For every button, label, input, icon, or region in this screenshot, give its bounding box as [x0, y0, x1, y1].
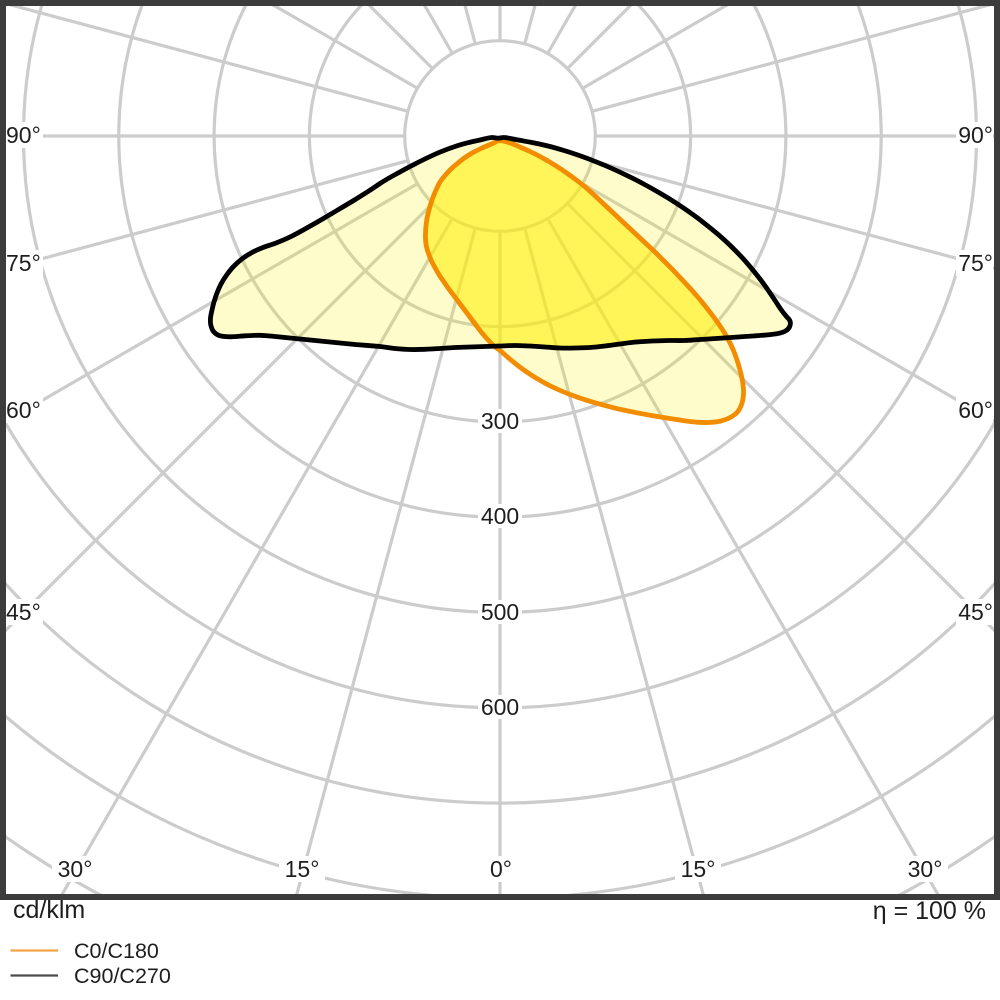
svg-text:75°: 75°	[958, 250, 993, 276]
svg-text:90°: 90°	[958, 122, 993, 148]
svg-text:45°: 45°	[6, 599, 41, 625]
svg-text:45°: 45°	[958, 599, 993, 625]
svg-text:75°: 75°	[6, 250, 41, 276]
svg-text:C90/C270: C90/C270	[74, 964, 171, 988]
svg-text:η = 100 %: η = 100 %	[873, 897, 986, 925]
svg-text:90°: 90°	[6, 122, 41, 148]
svg-text:cd/klm: cd/klm	[13, 896, 85, 924]
svg-text:30°: 30°	[908, 856, 943, 882]
svg-text:60°: 60°	[6, 397, 41, 423]
svg-text:15°: 15°	[285, 856, 320, 882]
svg-text:300: 300	[481, 408, 519, 434]
svg-text:60°: 60°	[958, 397, 993, 423]
svg-text:30°: 30°	[58, 856, 93, 882]
svg-text:400: 400	[481, 503, 519, 529]
svg-text:600: 600	[481, 694, 519, 720]
svg-text:0°: 0°	[490, 856, 512, 882]
svg-text:15°: 15°	[681, 856, 716, 882]
svg-text:500: 500	[481, 599, 519, 625]
svg-text:C0/C180: C0/C180	[74, 939, 159, 963]
